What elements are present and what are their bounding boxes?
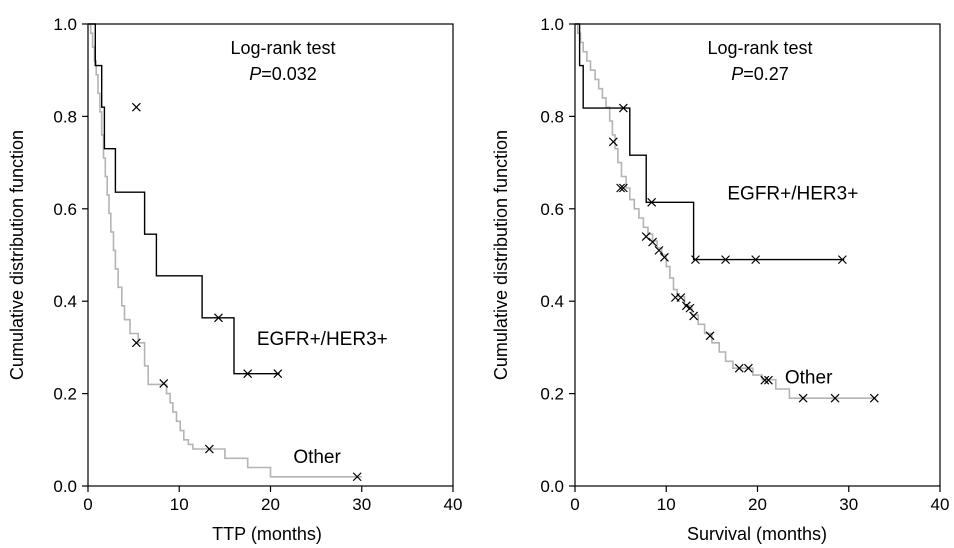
survival-other-censor-mark [676, 293, 686, 302]
survival-egfr-her3-censor-mark [721, 255, 730, 265]
survival-plot-frame [574, 23, 941, 487]
ttp-egfr-her3-censor-mark [273, 369, 283, 379]
survival-egfr-her3-censor-mark [618, 103, 628, 113]
survival-egfr-her3-censor-mark [647, 197, 657, 207]
survival-other-label: Other [785, 367, 833, 388]
survival-other-censor-mark [608, 137, 618, 147]
survival-p-value: P=0.27 [731, 64, 789, 84]
survival-other-censor-mark [660, 252, 669, 262]
survival-egfr-her3-censor-mark [691, 255, 700, 265]
ttp-p-symbol: P [249, 64, 261, 84]
survival-other-censor-mark [760, 375, 770, 385]
survival-egfr-her3-censor-mark [837, 255, 847, 265]
survival-other-censor-mark [705, 331, 715, 341]
ttp-egfr-her3-step-line [88, 23, 280, 375]
ttp-test-name: Log-rank test [230, 38, 335, 58]
survival-egfr-her3-label: EGFR+/HER3+ [727, 184, 858, 205]
ttp-y-tick-label: 0.8 [53, 107, 77, 126]
ttp-x-tick-label: 10 [170, 495, 189, 514]
ttp-egfr-her3-censor-mark [243, 369, 253, 379]
survival-other-censor-mark [689, 311, 699, 321]
survival-x-axis-label: Survival (months) [687, 524, 827, 544]
survival-x-tick-label: 0 [570, 495, 579, 514]
ttp-other-censor-mark [159, 379, 169, 388]
ttp-plot-frame [87, 23, 454, 487]
ttp-other-censor-mark [204, 444, 214, 454]
ttp-other-step-line [88, 23, 362, 478]
ttp-egfr-her3-censor-mark [214, 313, 223, 323]
survival-other-censor-mark [869, 393, 879, 403]
survival-other-censor-mark [743, 363, 753, 373]
survival-y-axis-label: Cumulative distribution function [491, 130, 511, 380]
ttp-other-censor-mark [352, 472, 362, 482]
ttp-egfr-her3-label: EGFR+/HER3+ [257, 329, 388, 350]
ttp-x-axis-label: TTP (months) [212, 524, 322, 544]
survival-y-tick-label: 0.8 [540, 107, 564, 126]
survival-other-censor-mark [648, 237, 657, 247]
survival-x-tick-label: 10 [657, 495, 676, 514]
ttp-y-axis-label: Cumulative distribution function [7, 130, 27, 380]
ttp-x-tick-label: 40 [444, 495, 463, 514]
ttp-x-tick-label: 20 [261, 495, 280, 514]
survival-y-tick-label: 0.2 [540, 385, 564, 404]
ttp-egfr-her3-censor-mark [131, 102, 141, 112]
survival-test-name: Log-rank test [707, 38, 812, 58]
survival-other-censor-mark [654, 245, 664, 255]
survival-other-censor-mark [764, 375, 773, 385]
survival-y-tick-label: 0.4 [540, 292, 564, 311]
ttp-p-number: =0.032 [261, 64, 317, 84]
survival-x-tick-label: 20 [748, 495, 767, 514]
survival-y-tick-label: 0.6 [540, 200, 564, 219]
ttp-y-tick-label: 0.0 [53, 477, 77, 496]
survival-egfr-her3-censor-mark [751, 255, 761, 265]
ttp-y-tick-label: 0.2 [53, 385, 77, 404]
ttp-x-tick-label: 30 [352, 495, 371, 514]
ttp-y-tick-label: 0.6 [53, 200, 77, 219]
survival-p-number: =0.27 [743, 64, 789, 84]
survival-other-censor-mark [685, 303, 695, 313]
survival-egfr-her3-step-line [575, 23, 845, 261]
survival-y-tick-label: 1.0 [540, 15, 564, 34]
survival-other-censor-mark [616, 183, 626, 193]
survival-p-symbol: P [731, 64, 743, 84]
ttp-chart-panel: Log-rank test P=0.032 TTP (months) Cumul… [7, 15, 462, 544]
ttp-x-tick-label: 0 [83, 495, 92, 514]
ttp-other-censor-mark [131, 338, 141, 348]
ttp-other-label: Other [293, 447, 341, 468]
survival-other-step-line [575, 23, 877, 399]
ttp-p-value: P=0.032 [249, 64, 317, 84]
survival-other-censor-mark [798, 393, 808, 403]
ttp-y-tick-label: 1.0 [53, 15, 77, 34]
survival-x-tick-label: 30 [839, 495, 858, 514]
survival-other-censor-mark [734, 363, 744, 373]
survival-other-censor-mark [618, 183, 628, 193]
ttp-y-tick-label: 0.4 [53, 292, 77, 311]
survival-other-censor-mark [830, 393, 840, 403]
survival-chart-panel: Log-rank test P=0.27 Survival (months) C… [491, 15, 949, 544]
survival-y-tick-label: 0.0 [540, 477, 564, 496]
survival-x-tick-label: 40 [931, 495, 950, 514]
